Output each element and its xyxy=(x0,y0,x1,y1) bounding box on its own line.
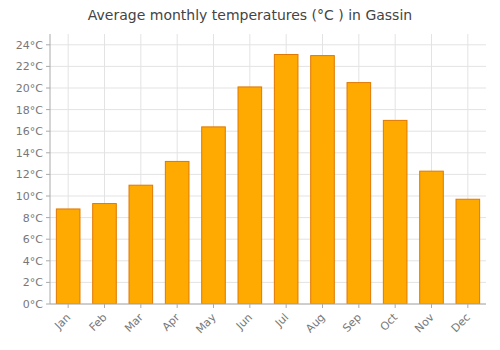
y-tick-label: 20°C xyxy=(16,82,43,95)
x-tick-label: Aug xyxy=(303,311,327,335)
x-tick-label: Feb xyxy=(87,311,110,334)
x-tick-label: Mar xyxy=(122,311,146,335)
y-tick xyxy=(46,282,50,283)
bar xyxy=(129,185,153,304)
y-tick xyxy=(46,131,50,132)
x-axis-line xyxy=(50,304,486,305)
y-tick xyxy=(46,88,50,89)
y-axis-line xyxy=(50,34,51,304)
x-tick-label: May xyxy=(193,311,219,337)
grid xyxy=(50,34,486,304)
bar xyxy=(311,56,335,304)
x-tick-label: Dec xyxy=(449,311,473,335)
x-tick-label: Oct xyxy=(378,310,401,333)
x-tick-label: Nov xyxy=(412,311,437,336)
x-tick xyxy=(249,304,250,308)
bar xyxy=(456,199,480,304)
title: Average monthly temperatures (°C ) in Ga… xyxy=(88,7,412,23)
y-tick xyxy=(46,260,50,261)
x-tick xyxy=(68,304,69,308)
y-tick xyxy=(46,109,50,110)
x-tick-label: Jan xyxy=(51,311,73,333)
y-tick xyxy=(46,152,50,153)
y-grid-line xyxy=(50,44,486,45)
y-tick-label: 2°C xyxy=(23,276,43,289)
y-grid-line xyxy=(50,88,486,89)
x-tick xyxy=(395,304,396,308)
y-grid-line xyxy=(50,66,486,67)
x-tick-label: Apr xyxy=(160,311,183,334)
x-tick-label: Sep xyxy=(340,311,364,335)
y-tick xyxy=(46,174,50,175)
y-tick xyxy=(46,196,50,197)
x-tick xyxy=(140,304,141,308)
bar xyxy=(56,209,80,304)
x-tick-label: Jul xyxy=(272,311,291,330)
y-tick-label: 0°C xyxy=(23,298,43,311)
bar xyxy=(274,55,298,304)
axes: 0°C 2°C 4°C 6°C 8°C 10°C 12°C 14°C 16°C 18°C 20°C 2… xyxy=(16,34,486,336)
y-tick-label: 22°C xyxy=(16,60,43,73)
bar xyxy=(202,127,226,304)
y-tick xyxy=(46,217,50,218)
y-tick xyxy=(46,44,50,45)
x-tick xyxy=(177,304,178,308)
y-grid-line xyxy=(50,304,486,305)
x-tick xyxy=(358,304,359,308)
bar xyxy=(347,83,371,304)
x-tick xyxy=(213,304,214,308)
bar xyxy=(420,171,444,304)
bar xyxy=(238,87,262,304)
y-tick-label: 14°C xyxy=(16,147,43,160)
y-tick xyxy=(46,66,50,67)
y-tick xyxy=(46,239,50,240)
bar xyxy=(93,204,117,304)
bars xyxy=(56,55,479,304)
x-tick xyxy=(322,304,323,308)
bar xyxy=(165,161,189,304)
x-tick xyxy=(467,304,468,308)
y-tick-label: 16°C xyxy=(16,125,43,138)
y-tick xyxy=(46,304,50,305)
y-tick-label: 12°C xyxy=(16,168,43,181)
x-tick-label: Jun xyxy=(233,311,255,333)
y-tick-label: 4°C xyxy=(23,255,43,268)
bar xyxy=(383,120,407,304)
chart: Average monthly temperatures (°C ) in Ga… xyxy=(0,0,500,350)
y-grid-line xyxy=(50,131,486,132)
x-tick xyxy=(431,304,432,308)
y-tick-label: 6°C xyxy=(23,233,43,246)
y-tick-label: 8°C xyxy=(23,212,43,225)
x-tick xyxy=(104,304,105,308)
y-tick-label: 24°C xyxy=(16,39,43,52)
y-grid-line xyxy=(50,109,486,110)
x-tick xyxy=(286,304,287,308)
y-tick-label: 18°C xyxy=(16,104,43,117)
y-grid-line xyxy=(50,152,486,153)
y-tick-label: 10°C xyxy=(16,190,43,203)
